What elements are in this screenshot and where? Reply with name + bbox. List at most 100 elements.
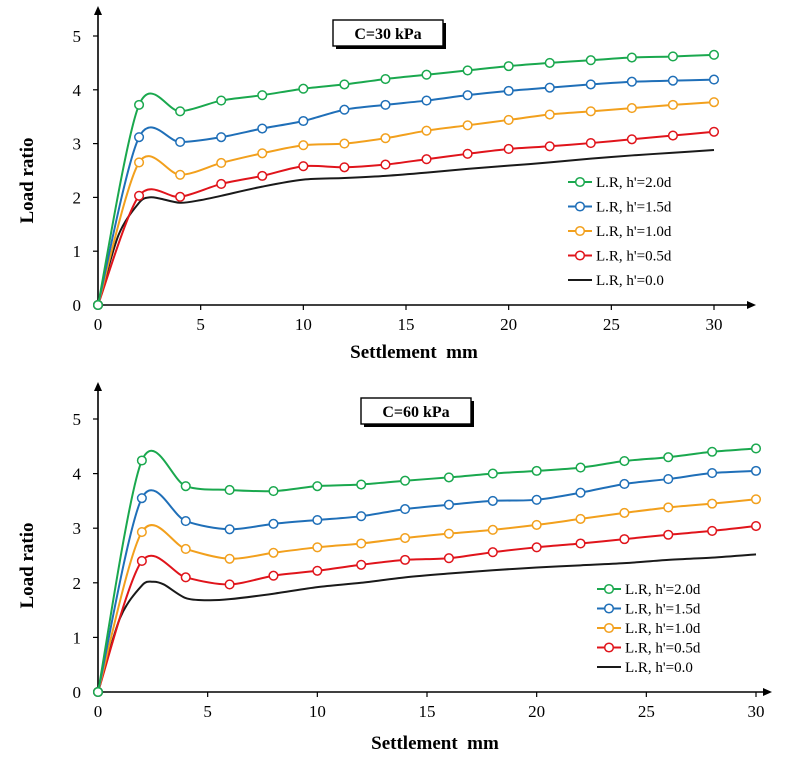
x-tick-label: 20: [500, 315, 517, 334]
y-tick-label: 5: [73, 27, 82, 46]
data-point: [268, 518, 279, 529]
data-point: [707, 525, 718, 536]
data-point: [298, 140, 309, 151]
series-line: [97, 553, 757, 693]
y-tick-label: 2: [73, 188, 82, 207]
x-axis-title: Settlement mm: [371, 733, 499, 754]
data-point: [443, 499, 454, 510]
data-point: [136, 526, 147, 538]
data-point: [619, 478, 630, 490]
data-point: [585, 55, 596, 66]
data-point: [575, 462, 586, 473]
data-point: [667, 75, 678, 86]
data-point: [136, 455, 147, 466]
legend-label: L.R, h'=2.0d: [625, 582, 701, 598]
data-point: [356, 538, 367, 549]
data-point: [216, 178, 227, 189]
x-tick-label: 15: [419, 702, 436, 721]
data-point: [462, 90, 473, 101]
chart-c30: 0 5 10 15 20 25 30 0 1 2 3 4 5 Settlement mm Load rati…: [17, 6, 756, 363]
series-line: [97, 130, 715, 306]
data-point: [224, 579, 235, 590]
data-point: [180, 481, 191, 492]
y-tick-label: 3: [73, 135, 82, 154]
data-point: [585, 79, 596, 90]
y-tick-label: 5: [73, 410, 82, 429]
legend-marker: [603, 583, 615, 595]
data-point: [257, 90, 268, 101]
legend-marker: [603, 642, 615, 653]
data-point: [175, 191, 186, 202]
data-point: [503, 143, 514, 155]
data-point: [462, 120, 473, 131]
data-point: [707, 498, 718, 509]
x-tick-label: 25: [638, 702, 655, 721]
data-point: [531, 542, 542, 553]
data-point: [531, 494, 542, 505]
data-point: [487, 524, 498, 535]
data-point: [708, 49, 720, 60]
data-point: [224, 524, 235, 535]
data-point: [312, 514, 323, 526]
data-point: [380, 99, 391, 110]
data-point: [707, 446, 718, 457]
data-point: [531, 465, 542, 476]
data-point: [663, 529, 674, 540]
series-line: [97, 149, 715, 306]
legend-marker: [574, 176, 586, 188]
data-point: [312, 542, 323, 553]
data-point: [134, 190, 145, 201]
data-point: [356, 479, 367, 490]
data-point: [503, 61, 514, 72]
data-point: [400, 554, 411, 565]
data-point: [180, 572, 191, 583]
data-point: [544, 82, 555, 93]
data-point: [268, 570, 279, 581]
data-point: [487, 495, 498, 506]
x-tick-label: 10: [295, 315, 312, 334]
data-point: [136, 493, 147, 504]
legend-marker: [603, 622, 615, 634]
x-tick-label: 10: [309, 702, 326, 721]
data-point: [443, 472, 454, 483]
data-point: [298, 161, 309, 172]
data-point: [312, 481, 323, 492]
data-point: [663, 452, 674, 463]
data-point: [544, 109, 555, 120]
data-point: [180, 543, 191, 554]
data-point: [619, 507, 630, 518]
data-point: [575, 538, 586, 549]
chart-c60: 0 5 10 15 20 25 30 0 1 2 3 4 5 Settlement mm Load rati…: [17, 382, 772, 754]
data-point: [136, 555, 147, 567]
data-point: [268, 486, 279, 497]
data-point: [443, 528, 454, 539]
legend-marker: [574, 201, 586, 212]
legend-label: L.R, h'=0.0: [625, 660, 693, 676]
series-line: [97, 78, 715, 306]
data-point: [224, 553, 235, 564]
data-point: [400, 532, 411, 544]
y-axis-title: Load ratio: [17, 137, 38, 223]
data-point: [487, 547, 498, 558]
x-tick-label: 25: [603, 315, 620, 334]
data-point: [462, 148, 473, 159]
y-tick-label: 4: [73, 465, 82, 484]
y-tick-label: 0: [73, 683, 82, 702]
data-point: [443, 553, 454, 564]
x-tick-label: 0: [94, 315, 103, 334]
legend-label: L.R, h'=0.5d: [625, 641, 701, 657]
data-point: [175, 136, 186, 148]
legend-label: L.R, h'=0.5d: [596, 249, 672, 265]
data-point: [356, 511, 367, 522]
y-tick-label: 0: [73, 296, 82, 315]
chart-title: C=30 kPa: [354, 26, 421, 43]
data-point: [356, 559, 367, 570]
data-point: [92, 299, 104, 311]
data-point: [708, 97, 720, 108]
x-tick-label: 30: [706, 315, 723, 334]
y-tick-label: 1: [73, 242, 82, 261]
x-tick-label: 15: [398, 315, 415, 334]
data-point: [216, 132, 227, 143]
data-point: [667, 130, 678, 141]
